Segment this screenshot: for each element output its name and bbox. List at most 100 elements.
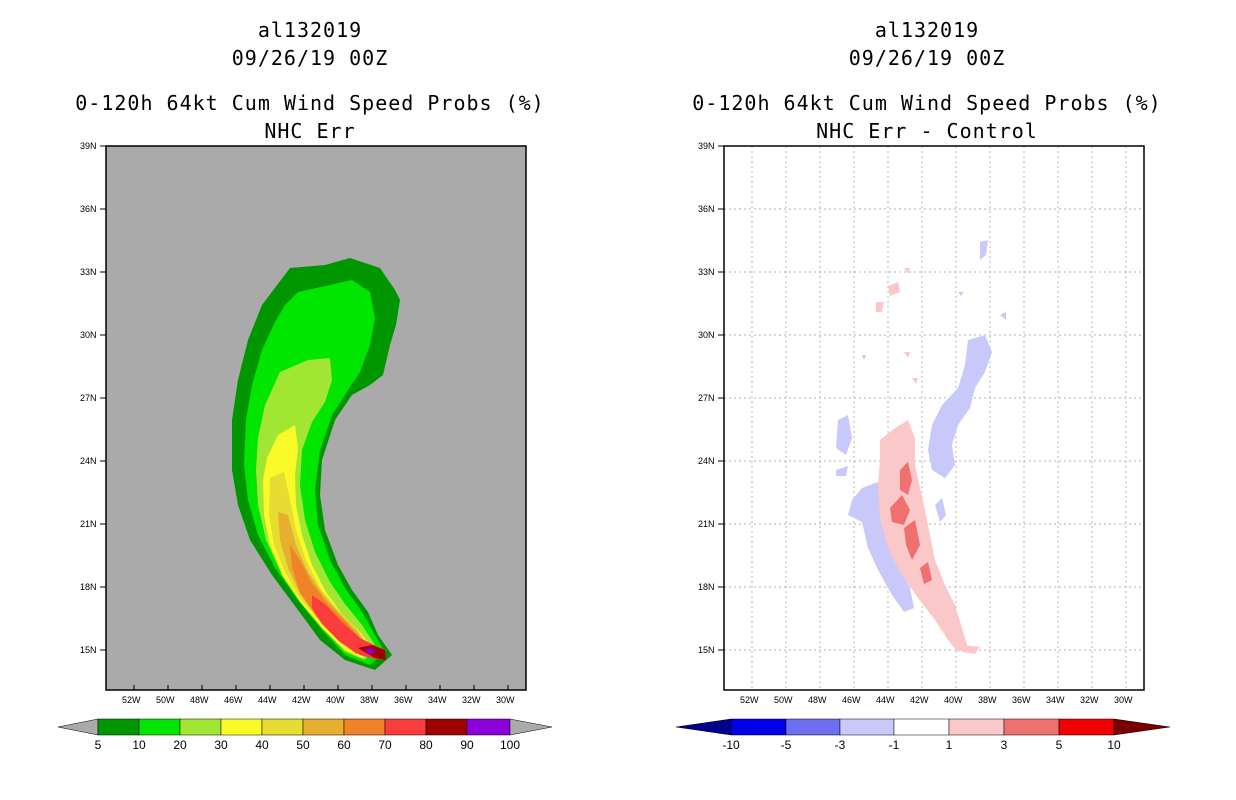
left-colorbar-bin-1 xyxy=(97,718,140,736)
right-axis-ticks xyxy=(718,145,724,651)
right-colorbar-label-3: 3 xyxy=(1000,738,1008,752)
right-colorbar-label-neg3: -3 xyxy=(834,738,846,752)
right-pos-region-mid3 xyxy=(904,520,920,560)
left-colorbar-label-90: 90 xyxy=(460,738,474,752)
right-neg-region-sw xyxy=(836,415,852,455)
left-lat-label-21: 21N xyxy=(80,519,97,529)
right-lon-label-38: 38W xyxy=(978,695,997,705)
left-lat-label-24: 24N xyxy=(80,456,97,466)
left-lat-label-30: 30N xyxy=(80,330,97,340)
left-colorbar-label-80: 80 xyxy=(419,738,433,752)
left-lon-label-50: 50W xyxy=(156,695,175,705)
right-neg-dot-3 xyxy=(862,355,866,360)
right-title-subtitle: NHC Err - Control xyxy=(816,119,1038,143)
right-lon-label-50: 50W xyxy=(774,695,793,705)
right-pos-region-mid4 xyxy=(920,562,932,584)
right-title-date: 09/26/19 00Z xyxy=(848,46,1006,70)
left-lon-label-32: 32W xyxy=(462,695,481,705)
left-lon-label-38: 38W xyxy=(360,695,379,705)
left-lon-label-42: 42W xyxy=(292,695,311,705)
right-lon-label-32: 32W xyxy=(1080,695,1099,705)
right-colorbar-bin-6 xyxy=(1003,718,1060,736)
right-lat-label-27: 27N xyxy=(698,393,715,403)
left-colorbar-label-60: 60 xyxy=(337,738,351,752)
right-lon-label-34: 34W xyxy=(1046,695,1065,705)
left-lon-label-36: 36W xyxy=(394,695,413,705)
left-lat-label-39: 39N xyxy=(80,141,97,151)
right-colorbar-bin-2 xyxy=(785,718,841,736)
left-lon-label-34: 34W xyxy=(428,695,447,705)
right-neg-dot-2 xyxy=(958,292,964,296)
left-colorbar-label-20: 20 xyxy=(173,738,187,752)
left-contour-70 xyxy=(312,595,386,660)
right-lat-label-15: 15N xyxy=(698,645,715,655)
right-neg-dot-4 xyxy=(836,466,848,476)
right-colorbar-bin-4 xyxy=(893,718,950,736)
left-lon-label-30: 30W xyxy=(496,695,515,705)
right-lon-label-36: 36W xyxy=(1012,695,1031,705)
right-colorbar-label-1: 1 xyxy=(945,738,953,752)
right-pos-dot-2 xyxy=(876,302,884,312)
left-colorbar-label-10: 10 xyxy=(132,738,146,752)
right-pos-region-north xyxy=(888,282,900,296)
right-title-storm: al132019 xyxy=(874,18,980,42)
left-colorbar-bin-8 xyxy=(384,718,427,736)
left-lat-label-15: 15N xyxy=(80,645,97,655)
left-colorbar-label-100: 100 xyxy=(499,738,521,752)
right-lat-label-30: 30N xyxy=(698,330,715,340)
right-lat-label-24: 24N xyxy=(698,456,715,466)
left-colorbar-label-40: 40 xyxy=(255,738,269,752)
left-lon-label-52: 52W xyxy=(122,695,141,705)
left-colorbar-bin-3 xyxy=(179,718,222,736)
right-neg-region-east xyxy=(928,335,992,478)
right-colorbar-arrow-low xyxy=(675,718,732,736)
right-pos-dot-1 xyxy=(904,268,910,274)
left-colorbar-arrow-high xyxy=(509,718,553,736)
left-colorbar-bin-4 xyxy=(220,718,263,736)
left-lat-label-33: 33N xyxy=(80,267,97,277)
left-colorbar-bin-2 xyxy=(138,718,181,736)
right-lon-label-42: 42W xyxy=(910,695,929,705)
left-lon-label-44: 44W xyxy=(258,695,277,705)
left-colorbar-bin-10 xyxy=(466,718,511,736)
left-lat-label-36: 36N xyxy=(80,204,97,214)
left-colorbar-label-30: 30 xyxy=(214,738,228,752)
left-colorbar-bin-7 xyxy=(343,718,386,736)
right-lat-label-21: 21N xyxy=(698,519,715,529)
right-lat-label-39: 39N xyxy=(698,141,715,151)
right-colorbar-label-10: 10 xyxy=(1107,738,1121,752)
right-lon-label-52: 52W xyxy=(740,695,759,705)
left-colorbar-label-70: 70 xyxy=(378,738,392,752)
right-lon-label-48: 48W xyxy=(808,695,827,705)
right-colorbar xyxy=(675,718,1171,736)
left-map-frame xyxy=(105,145,527,691)
left-lon-label-40: 40W xyxy=(326,695,345,705)
right-colorbar-label-neg5: -5 xyxy=(780,738,792,752)
right-pos-region-mid2 xyxy=(890,495,910,525)
right-neg-region-east2 xyxy=(935,498,946,522)
right-neg-region-west xyxy=(848,482,914,612)
right-pos-region-mid1 xyxy=(900,462,912,495)
right-lon-label-46: 46W xyxy=(842,695,861,705)
left-contour-30 xyxy=(263,425,372,658)
right-colorbar-bin-3 xyxy=(839,718,895,736)
left-colorbar-label-50: 50 xyxy=(296,738,310,752)
left-colorbar-bin-6 xyxy=(302,718,345,736)
left-colorbar xyxy=(57,718,553,736)
left-colorbar-arrow-low xyxy=(57,718,99,736)
right-map-frame xyxy=(723,145,1145,691)
right-lon-label-30: 30W xyxy=(1114,695,1133,705)
right-lon-label-40: 40W xyxy=(944,695,963,705)
left-colorbar-bin-5 xyxy=(261,718,304,736)
right-colorbar-bin-5 xyxy=(948,718,1005,736)
right-neg-dot-1 xyxy=(1000,312,1006,320)
left-contour-60 xyxy=(290,545,368,654)
left-title-product: 0-120h 64kt Cum Wind Speed Probs (%) xyxy=(75,91,545,115)
left-title-storm: al132019 xyxy=(257,18,363,42)
left-lat-label-27: 27N xyxy=(80,393,97,403)
right-pos-region-tail xyxy=(962,645,980,654)
left-colorbar-label-5: 5 xyxy=(94,738,102,752)
left-lon-label-46: 46W xyxy=(224,695,243,705)
right-lat-label-18: 18N xyxy=(698,582,715,592)
